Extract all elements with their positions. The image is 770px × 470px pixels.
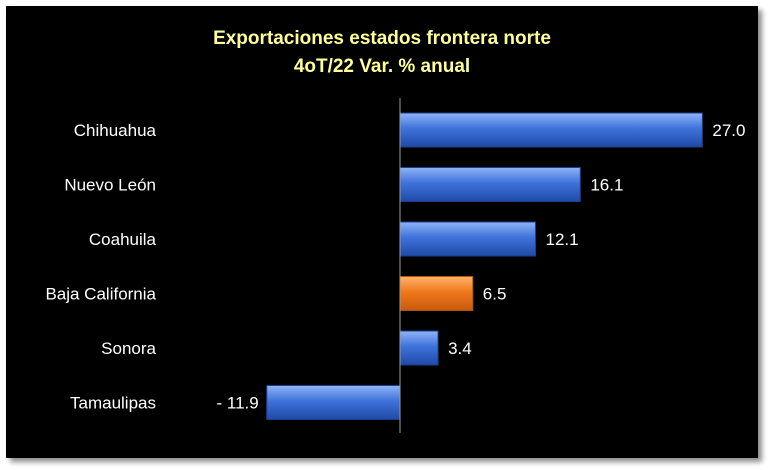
category-label-baja-california: Baja California [45,285,156,304]
bar-chart: Exportaciones estados frontera norte 4oT… [45,28,745,433]
bar-tamaulipas [266,385,401,420]
chart-frame: Exportaciones estados frontera norte 4oT… [6,6,758,458]
value-label-baja-california: 6.5 [483,285,507,304]
category-label-chihuahua: Chihuahua [74,121,157,140]
bar-chihuahua [399,112,703,148]
value-label-tamaulipas: - 11.9 [217,394,259,413]
value-label-sonora: 3.4 [448,339,472,358]
value-label-coahuila: 12.1 [546,230,579,249]
bar-nuevo-leon [399,167,581,202]
value-label-nuevo-leon: 16.1 [590,176,623,195]
bar-baja-california [399,276,474,311]
category-label-nuevo-leon: Nuevo León [64,176,156,195]
plot-area: Chihuahua 27.0 Nuevo León 16.1 Coahuila 12.1 B… [45,98,745,433]
bar-coahuila [399,221,537,257]
bar-sonora [399,330,439,366]
chart-subtitle: 4oT/22 Var. % anual [294,56,470,77]
category-label-tamaulipas: Tamaulipas [70,394,156,413]
category-label-sonora: Sonora [101,339,156,358]
category-label-coahuila: Coahuila [89,230,157,249]
value-label-chihuahua: 27.0 [712,121,745,140]
chart-title: Exportaciones estados frontera norte [213,28,551,49]
